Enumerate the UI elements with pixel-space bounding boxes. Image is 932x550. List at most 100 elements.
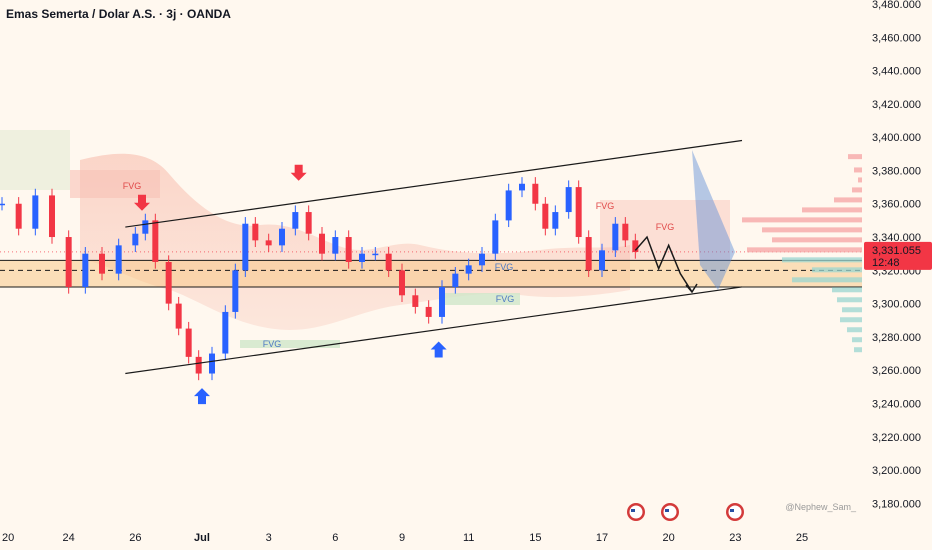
candle-body <box>319 233 325 254</box>
candle-body <box>412 295 419 307</box>
down-arrow-red-icon <box>134 194 150 211</box>
fvg-box <box>600 200 730 260</box>
volume-profile-bar <box>802 207 862 213</box>
candle-body <box>15 203 22 229</box>
zone-band <box>0 260 862 287</box>
us-flag-event-icon[interactable] <box>661 503 679 521</box>
candle-body <box>439 286 445 317</box>
fvg-label: FVG <box>596 201 615 211</box>
candle-body <box>209 353 215 374</box>
candle-body <box>399 270 405 296</box>
time-tick-label: 3 <box>266 532 272 544</box>
down-arrow-red-icon <box>290 164 307 181</box>
event-icon-canton <box>730 509 734 512</box>
time-tick-label: 15 <box>529 532 541 544</box>
candle-body <box>479 253 485 266</box>
projection-path[interactable] <box>634 235 693 293</box>
volume-profile-bar <box>842 307 862 313</box>
candle-body <box>565 187 572 213</box>
candle-body <box>359 253 365 262</box>
time-tick-label: Jul <box>194 532 210 544</box>
fvg-label: FVG <box>656 222 675 232</box>
candle-body <box>542 203 549 229</box>
price-tick-label: 3,180.000 <box>872 498 921 510</box>
channel-upper-line[interactable] <box>125 139 743 228</box>
annotation-layer: FVG FVG FVG FVG FVG FVG <box>123 139 862 521</box>
price-tick-label: 3,440.000 <box>872 66 921 78</box>
fvg-label: FVG <box>123 181 142 191</box>
candle-body <box>505 190 512 221</box>
volume-profile-bar <box>772 237 862 243</box>
volume-profile-bar <box>812 267 862 273</box>
candle-body <box>232 270 239 312</box>
candle-body <box>552 212 559 229</box>
time-tick-label: 17 <box>596 532 608 544</box>
candle-body <box>585 237 592 271</box>
price-tick-label: 3,340.000 <box>872 232 921 244</box>
candle-body <box>82 253 89 287</box>
event-icon-canton <box>665 509 669 512</box>
author-watermark: @Nephew_Sam_ <box>785 502 856 512</box>
event-icon-canton <box>631 509 635 512</box>
fvg-box <box>70 170 160 198</box>
event-icon-face <box>663 505 677 519</box>
candle-body <box>165 262 172 304</box>
ichimoku-cloud <box>80 153 630 330</box>
price-series <box>0 177 639 381</box>
support-zone <box>0 251 862 288</box>
volume-profile-bar <box>848 154 862 160</box>
volume-profile-bar <box>832 287 862 293</box>
up-arrow-blue-icon <box>430 341 447 358</box>
price-tick-label: 3,280.000 <box>872 332 921 344</box>
candle-body <box>265 240 272 246</box>
candle-body <box>222 311 229 354</box>
price-tick-label: 3,260.000 <box>872 365 921 377</box>
us-flag-event-icon[interactable] <box>627 503 645 521</box>
candle-body <box>252 223 259 241</box>
fvg-label: FVG <box>496 294 515 304</box>
time-tick-label: 25 <box>796 532 808 544</box>
time-tick-label: 26 <box>129 532 141 544</box>
candle-body <box>452 273 459 287</box>
volume-profile-bar <box>840 317 862 323</box>
chart-title: Emas Semerta / Dolar A.S. · 3j · OANDA <box>6 7 231 21</box>
candle-body <box>292 212 299 229</box>
channel-lower-line[interactable] <box>125 286 743 375</box>
candle-body <box>622 223 629 241</box>
price-tick-label: 3,460.000 <box>872 32 921 44</box>
time-tick-label: 24 <box>63 532 75 544</box>
time-tick-label: 6 <box>332 532 338 544</box>
volume-profile-bar <box>847 327 862 333</box>
volume-profile-bar <box>854 347 862 353</box>
candle-body <box>632 240 639 253</box>
price-axis[interactable]: 3,180.000 3,200.000 3,220.000 3,240.000 3,26… <box>862 0 932 550</box>
volume-profile-bar <box>852 187 862 193</box>
time-axis[interactable]: 20 24 26 Jul 3 6 9 11 15 17 20 23 25 <box>2 532 808 544</box>
us-flag-event-icon[interactable] <box>726 503 744 521</box>
volume-profile-bar <box>782 257 862 263</box>
candle-body <box>32 195 39 229</box>
candle-body <box>332 237 339 254</box>
candle-body <box>142 220 149 234</box>
background-layer <box>0 130 730 348</box>
last-price-tag[interactable] <box>864 241 932 270</box>
last-price-value: 3,331.055 <box>872 245 921 257</box>
fvg-label: FVG <box>263 339 282 349</box>
ichimoku-cloud <box>0 130 70 190</box>
candle-body <box>115 245 122 274</box>
candle-body <box>152 220 159 262</box>
candle-body <box>132 233 139 246</box>
candle-body <box>65 237 72 287</box>
up-arrow-blue-icon <box>194 388 210 405</box>
candle-body <box>492 220 499 254</box>
price-tick-label: 3,360.000 <box>872 199 921 211</box>
candle-body <box>425 306 432 317</box>
fvg-label: FVG <box>495 262 514 272</box>
price-tick-label: 3,200.000 <box>872 465 921 477</box>
price-tick-label: 3,240.000 <box>872 398 921 410</box>
candle-body <box>175 303 182 329</box>
candle-body <box>305 212 312 234</box>
price-tick-label: 3,220.000 <box>872 432 921 444</box>
projection-arrowhead <box>685 283 698 294</box>
